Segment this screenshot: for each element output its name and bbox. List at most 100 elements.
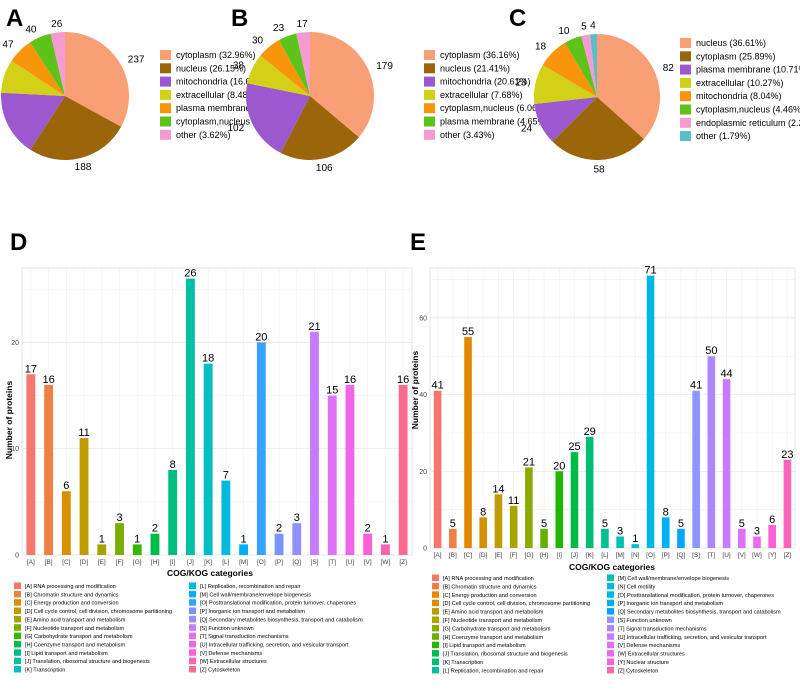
bar-value-label: 21 [523, 456, 535, 468]
bar-value-label: 18 [202, 353, 214, 365]
bar [601, 528, 609, 548]
cog-legend-label: [N] Cell motility [618, 584, 655, 590]
pie-slice [542, 42, 597, 97]
pie-value-label: 18 [535, 42, 547, 53]
bar [398, 384, 408, 555]
x-tick-label: [T] [708, 552, 716, 559]
pie-value-label: 47 [2, 40, 14, 51]
x-tick-label: [T] [328, 559, 336, 566]
pie-slice [247, 55, 310, 96]
bar [79, 438, 89, 555]
bar-value-label: 3 [294, 512, 300, 524]
bar [168, 469, 178, 555]
pie-legend-label: cytoplasm (36.16%) [440, 50, 520, 60]
pie-legend-swatch [680, 131, 691, 142]
panel-letter-c: C [509, 5, 526, 32]
cog-legend-swatch [189, 607, 196, 615]
y-tick-label: 20 [419, 469, 427, 476]
bar-value-label: 1 [134, 533, 140, 545]
pie-panel-c: C 82 58 24 23 18 10 5 4 nucleus (36.61%) cytopla… [509, 5, 800, 175]
pie-legend-label: other (3.62%) [176, 130, 231, 140]
y-tick-label: 20 [11, 340, 19, 347]
pie-value-label: 237 [128, 54, 145, 65]
pie-value-label: 188 [75, 162, 92, 173]
pie-slice [65, 32, 129, 127]
x-tick-label: [B] [45, 559, 53, 566]
bar [97, 544, 107, 555]
bar [509, 505, 518, 548]
cog-legend-swatch [189, 649, 196, 656]
cog-legend-label: [F] Nucleotide transport and metabolism [443, 618, 543, 624]
bar-value-label: 1 [241, 533, 247, 545]
bar-value-label: 1 [632, 533, 638, 545]
pie-value-label: 30 [252, 36, 264, 47]
bar-value-label: 41 [431, 380, 443, 392]
pie-legend-swatch [680, 64, 691, 75]
bar [239, 544, 249, 555]
bar-value-label: 26 [184, 268, 196, 280]
bar [570, 452, 579, 548]
bar-value-label: 41 [690, 380, 702, 392]
bar-value-label: 71 [644, 265, 656, 277]
x-tick-label: [E] [494, 552, 502, 559]
cog-legend-label: [M] Cell wall/membrane/envelope biogenes… [200, 592, 311, 598]
bar-panel-e: E 020406041[A]5[B]55[C]8[D]14[E]11[F]21[… [410, 229, 796, 674]
cog-legend-d: [A] RNA processing and modification [B] C… [14, 582, 363, 674]
pie-value-label: 179 [376, 61, 393, 72]
pie-legend-label: cytoplasm,nucleus (6.06%) [440, 103, 548, 113]
bar [783, 459, 792, 548]
bar-value-label: 6 [63, 480, 69, 492]
cog-legend-swatch [432, 599, 439, 607]
cog-legend-swatch [14, 666, 21, 673]
cog-legend-label: [B] Chromatin structure and dynamics [25, 592, 119, 598]
x-tick-label: [M] [239, 559, 248, 566]
cog-legend-label: [E] Amino acid transport and metabolism [443, 610, 544, 616]
x-tick-label: [Q] [677, 552, 686, 559]
x-tick-label: [U] [722, 552, 731, 559]
plot-area [429, 267, 796, 549]
bar-value-label: 6 [769, 514, 775, 526]
pie-legend-label: nucleus (36.61%) [696, 38, 766, 48]
bar-value-label: 5 [450, 518, 456, 530]
bar-value-label: 55 [462, 326, 474, 338]
cog-legend-swatch [432, 574, 439, 581]
cog-legend-swatch [432, 608, 439, 615]
y-tick-label: 10 [11, 446, 19, 453]
pie-legend-label: other (3.43%) [440, 130, 495, 140]
cog-legend-e: [A] RNA processing and modification [B] C… [432, 574, 781, 674]
bar-value-label: 2 [152, 523, 158, 535]
bar-value-label: 20 [553, 460, 565, 472]
cog-legend-swatch [607, 608, 614, 615]
cog-legend-swatch [607, 624, 614, 632]
pie-value-label: 17 [297, 19, 309, 30]
x-tick-label: [L] [222, 559, 229, 566]
pie-legend-label: cytoplasm (32.96%) [176, 50, 256, 60]
cog-legend-label: [D] Cell cycle control, cell division, c… [443, 601, 590, 607]
x-tick-label: [V] [364, 559, 372, 566]
bar [185, 278, 195, 555]
pie-legend-swatch [680, 91, 691, 102]
panel-letter-a: A [6, 5, 23, 32]
cog-legend-swatch [607, 591, 614, 598]
bar [292, 523, 302, 555]
x-tick-label: [I] [557, 552, 563, 559]
pie-chart-c: 82 58 24 23 18 10 5 4 [515, 21, 674, 176]
bar [327, 395, 337, 555]
bar-value-label: 5 [602, 518, 608, 530]
bar [494, 494, 503, 548]
pie-slice [552, 97, 644, 161]
cog-legend-label: [I] Lipid transport and metabolism [443, 643, 526, 649]
pie-value-label: 102 [227, 123, 244, 134]
x-tick-label: [Q] [292, 559, 301, 566]
pie-legend-label: plasma membrane (10.71%) [696, 65, 800, 75]
bar-value-label: 16 [344, 374, 356, 386]
cog-legend-label: [P] Inorganic ion transport and metaboli… [200, 609, 305, 615]
x-axis-title-e: COG/KOG categories [569, 562, 655, 572]
pie-legend-label: plasma membrane (4.65%) [440, 117, 549, 127]
pie-legend-label: cytoplasm,nucleus (4.46%) [696, 105, 800, 115]
cog-legend-swatch [432, 658, 439, 665]
pie-slice [564, 35, 597, 97]
x-tick-label: [K] [586, 552, 594, 559]
cog-legend-swatch [189, 657, 196, 665]
bar-value-label: 20 [255, 331, 267, 343]
